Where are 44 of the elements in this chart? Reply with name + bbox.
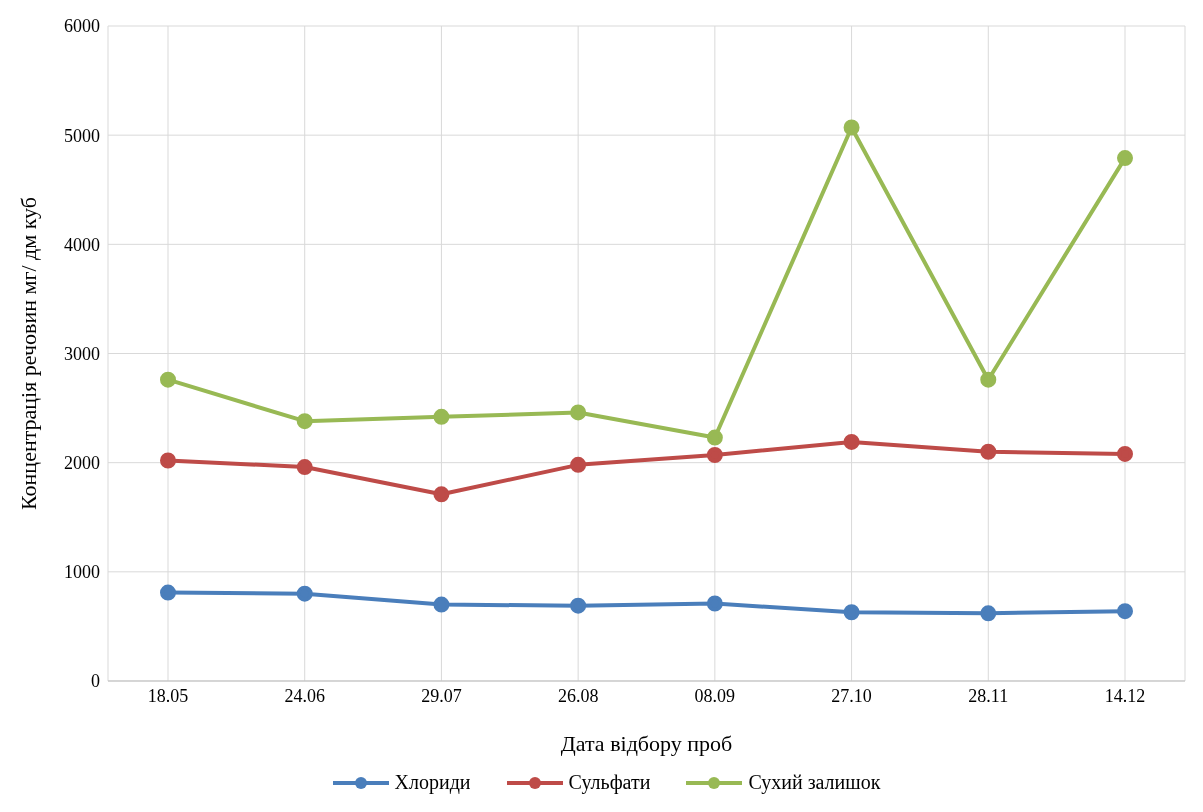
legend-label: Сульфати (567, 771, 651, 794)
legend-label: Хлориди (393, 771, 471, 794)
point (296, 459, 313, 476)
y-tick-label: 4000 (64, 234, 100, 255)
y-tick-label: 6000 (64, 16, 100, 37)
point (160, 371, 176, 388)
point (160, 584, 176, 601)
point (296, 585, 313, 602)
point (706, 429, 723, 446)
y-tick-label: 5000 (64, 125, 100, 146)
point (433, 486, 450, 503)
x-tick-label: 08.09 (694, 685, 736, 706)
point (1117, 445, 1133, 462)
y-tick-label: 3000 (64, 343, 100, 364)
x-tick-label: 14.12 (1104, 685, 1146, 706)
x-tick-label: 29.07 (421, 685, 462, 706)
point (706, 595, 723, 612)
legend-label: Сухий залишок (747, 771, 881, 794)
point (296, 413, 313, 430)
x-tick-label: 26.08 (557, 685, 599, 706)
y-tick-label: 2000 (64, 453, 100, 474)
point (160, 452, 176, 469)
y-tick-label: 0 (91, 671, 100, 692)
x-tick-label: 18.05 (147, 685, 189, 706)
x-tick-label: 24.06 (284, 685, 325, 706)
point (433, 596, 450, 613)
point (980, 443, 997, 460)
point (980, 605, 997, 622)
point (843, 119, 860, 136)
x-tick-label: 28.11 (968, 685, 1009, 706)
point (433, 408, 450, 425)
point (980, 371, 997, 388)
point (706, 447, 723, 464)
point (570, 404, 587, 421)
point (570, 456, 587, 473)
point (843, 604, 860, 621)
y-tick-label: 1000 (64, 562, 100, 583)
x-axis-title: Дата відбору проб (560, 731, 733, 756)
point (843, 433, 860, 450)
x-tick-label: 27.10 (831, 685, 872, 706)
point (1117, 603, 1133, 620)
point (1117, 150, 1133, 167)
y-axis-title: Концентрація речовин мг/ дм куб (15, 197, 41, 510)
point (570, 597, 587, 614)
